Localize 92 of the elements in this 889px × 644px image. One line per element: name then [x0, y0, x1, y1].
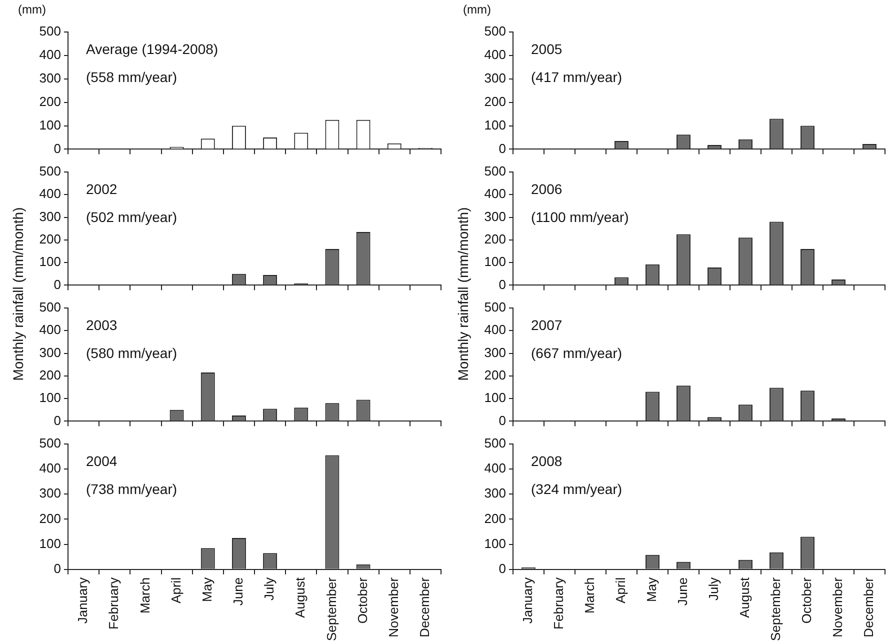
y-tick-label: 200 — [39, 368, 61, 382]
x-tick-label: January — [75, 576, 90, 624]
text: 2007 — [531, 316, 562, 333]
text: Average (1994-2008) — [86, 40, 218, 57]
x-tick-label: August — [292, 577, 308, 618]
y-tick-label: 100 — [39, 390, 61, 406]
x-tick-label: February — [551, 576, 566, 630]
x-tick-label: July — [262, 576, 277, 601]
x-tick-label: May — [644, 576, 660, 602]
x-tick-label: November — [386, 576, 401, 638]
y-axis-title: Monthly rainfall (mm/month) — [10, 206, 26, 383]
y-tick-label: 100 — [484, 536, 506, 551]
y-tick-label: 500 — [39, 24, 61, 39]
x-tick-label: October — [354, 576, 370, 624]
y-tick-label: 400 — [484, 322, 506, 338]
x-tick-label: April — [168, 577, 184, 604]
x-tick-label: July — [706, 576, 722, 601]
annotation: (580 mm/year) — [86, 344, 178, 361]
y-tick-label: 0 — [54, 412, 61, 428]
x-tick-label: June — [675, 577, 690, 606]
y-tick-label: 300 — [39, 208, 61, 224]
y-tick-label: 0 — [54, 276, 61, 292]
annotation: (324 mm/year) — [531, 480, 622, 497]
x-tick-label: December — [861, 576, 876, 638]
y-tick-label: 0 — [498, 560, 506, 576]
y-tick-label: 300 — [484, 486, 506, 501]
y-tick-label: 400 — [39, 47, 61, 62]
annotation: (417 mm/year) — [531, 68, 622, 85]
y-tick-label: 100 — [484, 117, 506, 132]
y-tick-label: 400 — [39, 186, 61, 202]
x-tick-label: August — [737, 577, 752, 618]
y-tick-label: 300 — [39, 344, 61, 360]
y-tick-label: 100 — [39, 254, 61, 270]
x-tick-label: May — [199, 576, 214, 602]
annotation: (1100 mm/year) — [531, 208, 629, 225]
annotation: (738 mm/year) — [86, 480, 178, 497]
x-tick-label: November — [830, 576, 846, 638]
y-tick-label: 500 — [39, 300, 61, 315]
x-tick-label: December — [417, 576, 432, 638]
y-tick-label: 200 — [39, 94, 61, 109]
x-tick-label: March — [582, 577, 598, 614]
y-tick-label: 200 — [484, 368, 506, 382]
y-tick-label: 200 — [484, 94, 506, 109]
y-axis-title: Monthly rainfall (mm/month) — [455, 206, 471, 383]
y-tick-label: 400 — [484, 186, 506, 202]
y-tick-label: 100 — [484, 254, 506, 270]
y-tick-label: 500 — [39, 436, 61, 451]
y-tick-label: 0 — [498, 140, 506, 156]
y-tick-label: 200 — [484, 232, 506, 246]
y-tick-label: 500 — [484, 436, 506, 451]
y-tick-label: 500 — [484, 24, 506, 39]
y-tick-label: 0 — [498, 276, 506, 292]
y-tick-label: 300 — [484, 70, 506, 86]
y-tick-label: 500 — [484, 300, 506, 315]
text: 2002 — [86, 180, 118, 197]
y-tick-label: 100 — [484, 390, 506, 406]
y-tick-label: 200 — [39, 232, 61, 246]
y-tick-label: 0 — [498, 412, 506, 428]
y-tick-label: 0 — [54, 140, 61, 156]
text: 2005 — [531, 40, 562, 57]
y-tick-label: 0 — [54, 560, 61, 576]
y-tick-label: 300 — [484, 208, 506, 224]
text: 2006 — [531, 180, 562, 197]
x-tick-label: January — [520, 576, 536, 624]
y-tick-label: 400 — [484, 47, 506, 62]
y-tick-label: 400 — [39, 322, 61, 338]
text: 2003 — [86, 316, 118, 333]
y-tick-label: 300 — [39, 486, 61, 501]
x-tick-label: October — [799, 576, 814, 624]
x-tick-label: April — [613, 577, 628, 604]
x-tick-label: June — [230, 577, 246, 606]
annotation: (667 mm/year) — [531, 344, 622, 361]
y-tick-label: 400 — [39, 460, 61, 476]
x-tick-label: September — [324, 576, 339, 642]
y-tick-label: 300 — [484, 344, 506, 360]
y-tick-label: 100 — [39, 536, 61, 551]
y-tick-label: 500 — [484, 164, 506, 179]
text: 2004 — [86, 452, 118, 469]
y-tick-label: 400 — [484, 460, 506, 476]
y-axis-title: (mm) — [463, 2, 491, 16]
annotation: (502 mm/year) — [86, 208, 178, 225]
y-tick-label: 200 — [39, 510, 61, 526]
text: 2008 — [531, 452, 562, 469]
y-tick-label: 500 — [39, 164, 61, 179]
annotation: (558 mm/year) — [86, 68, 178, 85]
x-tick-label: March — [137, 577, 152, 614]
x-tick-label: February — [106, 576, 122, 630]
y-tick-label: 100 — [39, 117, 61, 132]
x-tick-label: September — [768, 576, 784, 642]
y-tick-label: 200 — [484, 510, 506, 526]
y-tick-label: 300 — [39, 70, 61, 86]
y-axis-title: (mm) — [18, 2, 46, 16]
